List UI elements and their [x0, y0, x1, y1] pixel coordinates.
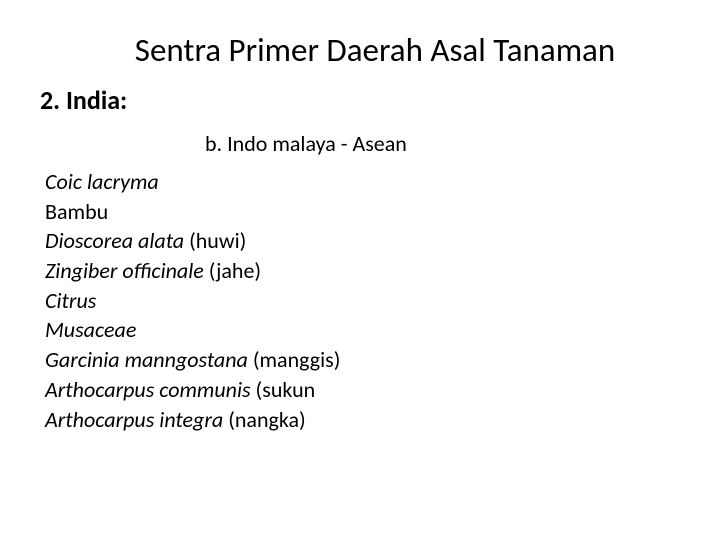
list-item: Arthocarpus integra (nangka)	[45, 405, 680, 435]
common-name: (manggis)	[253, 346, 341, 373]
latin-name: Musaceae	[45, 316, 136, 343]
list-item: Arthocarpus communis (sukun	[45, 375, 680, 405]
list-item: Garcinia manngostana (manggis)	[45, 345, 680, 375]
common-name: (nangka)	[228, 406, 306, 433]
latin-name: Dioscorea alata	[45, 227, 189, 254]
latin-name: Garcinia manngostana	[45, 346, 253, 373]
common-name: (huwi)	[189, 227, 246, 254]
slide-title: Sentra Primer Daerah Asal Tanaman	[70, 30, 680, 70]
list-item: Zingiber officinale (jahe)	[45, 256, 680, 286]
list-item: Bambu	[45, 197, 680, 227]
list-item: Coic lacryma	[45, 167, 680, 197]
latin-name: Citrus	[45, 287, 96, 314]
latin-name: Arthocarpus communis	[45, 376, 256, 403]
common-name: Bambu	[45, 198, 108, 225]
latin-name: Arthocarpus integra	[45, 406, 228, 433]
subsection-heading: b. Indo malaya - Asean	[205, 130, 680, 157]
latin-name: Coic lacryma	[45, 168, 159, 195]
section-heading: 2. India:	[40, 84, 680, 116]
list-item: Dioscorea alata (huwi)	[45, 226, 680, 256]
list-item: Citrus	[45, 286, 680, 316]
common-name: (sukun	[256, 376, 316, 403]
plant-list: Coic lacryma Bambu Dioscorea alata (huwi…	[45, 167, 680, 434]
list-item: Musaceae	[45, 315, 680, 345]
latin-name: Zingiber officinale	[45, 257, 209, 284]
common-name: (jahe)	[209, 257, 261, 284]
